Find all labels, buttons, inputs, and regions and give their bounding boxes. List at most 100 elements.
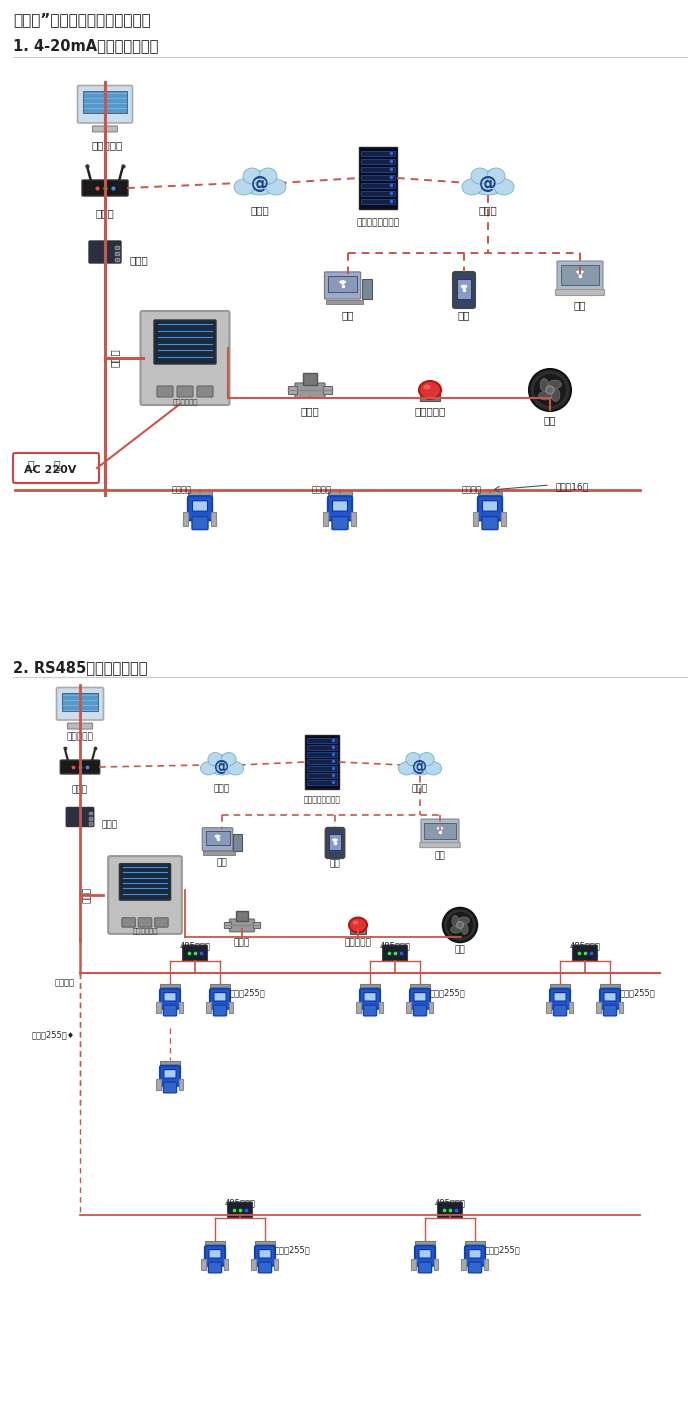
FancyBboxPatch shape: [363, 1005, 377, 1016]
FancyBboxPatch shape: [177, 386, 193, 397]
FancyBboxPatch shape: [465, 1245, 485, 1266]
Ellipse shape: [208, 753, 223, 765]
Text: 安帕尔网络服务器: 安帕尔网络服务器: [356, 218, 400, 227]
Text: 电脑: 电脑: [342, 310, 354, 319]
FancyBboxPatch shape: [419, 1249, 431, 1258]
FancyBboxPatch shape: [482, 516, 498, 529]
FancyBboxPatch shape: [164, 1069, 176, 1078]
Bar: [329, 834, 341, 850]
FancyBboxPatch shape: [66, 808, 94, 826]
Bar: [288, 386, 297, 394]
Text: @: @: [479, 174, 497, 193]
Bar: [210, 985, 230, 992]
FancyBboxPatch shape: [556, 290, 605, 295]
FancyBboxPatch shape: [554, 1005, 566, 1016]
Bar: [88, 812, 92, 815]
Text: 声光报警器: 声光报警器: [414, 407, 446, 416]
FancyBboxPatch shape: [382, 946, 407, 961]
Bar: [600, 985, 620, 992]
FancyBboxPatch shape: [469, 1249, 481, 1258]
Bar: [183, 512, 188, 526]
FancyBboxPatch shape: [332, 501, 347, 511]
Bar: [360, 985, 380, 992]
Text: ＋: ＋: [53, 461, 60, 471]
Circle shape: [443, 908, 477, 943]
FancyBboxPatch shape: [122, 917, 135, 927]
Bar: [501, 512, 506, 526]
Bar: [115, 252, 119, 255]
Text: 单机版电脑: 单机版电脑: [92, 141, 122, 151]
Bar: [237, 912, 248, 922]
FancyBboxPatch shape: [160, 989, 180, 1009]
Bar: [619, 1002, 623, 1013]
Bar: [361, 159, 395, 165]
FancyBboxPatch shape: [192, 516, 208, 529]
Ellipse shape: [470, 172, 506, 196]
FancyBboxPatch shape: [57, 688, 104, 720]
FancyBboxPatch shape: [573, 946, 598, 961]
Bar: [596, 1002, 601, 1013]
FancyBboxPatch shape: [163, 1082, 176, 1093]
Ellipse shape: [242, 172, 278, 196]
Circle shape: [546, 386, 554, 394]
Ellipse shape: [425, 761, 442, 775]
Ellipse shape: [549, 380, 561, 388]
Text: 声光报警器: 声光报警器: [344, 938, 372, 947]
Ellipse shape: [234, 179, 254, 196]
Bar: [305, 734, 339, 789]
FancyBboxPatch shape: [214, 992, 226, 1000]
Bar: [303, 373, 317, 386]
Bar: [206, 832, 230, 844]
FancyBboxPatch shape: [163, 1005, 176, 1016]
FancyBboxPatch shape: [295, 383, 325, 398]
Ellipse shape: [266, 179, 286, 196]
Bar: [62, 694, 98, 711]
Bar: [188, 491, 213, 499]
FancyBboxPatch shape: [13, 453, 99, 483]
Bar: [415, 1241, 435, 1249]
FancyBboxPatch shape: [120, 864, 171, 900]
Text: @: @: [412, 758, 428, 774]
Ellipse shape: [405, 756, 435, 775]
FancyBboxPatch shape: [258, 1262, 272, 1273]
Ellipse shape: [349, 917, 367, 933]
FancyBboxPatch shape: [210, 989, 230, 1009]
Text: －: －: [27, 461, 34, 471]
Text: 手机: 手机: [330, 860, 340, 868]
Bar: [379, 1002, 383, 1013]
Text: 互联网: 互联网: [479, 205, 498, 215]
Text: 可连接255台: 可连接255台: [620, 988, 656, 998]
Text: 单机版电脑: 单机版电脑: [66, 732, 93, 741]
Bar: [428, 1002, 433, 1013]
Bar: [328, 491, 353, 499]
Text: 机气猫”系列带显示固定式检测仪: 机气猫”系列带显示固定式检测仪: [13, 13, 151, 27]
Text: 电磁阀: 电磁阀: [234, 938, 250, 947]
Text: 485中继器: 485中继器: [379, 941, 410, 950]
FancyBboxPatch shape: [141, 311, 230, 405]
Text: 风机: 风机: [454, 946, 466, 954]
FancyBboxPatch shape: [550, 989, 570, 1009]
Bar: [224, 1259, 228, 1271]
Text: 互联网: 互联网: [214, 784, 230, 794]
Text: 信号输出: 信号输出: [312, 485, 332, 494]
Ellipse shape: [406, 753, 421, 765]
Bar: [253, 922, 260, 929]
FancyBboxPatch shape: [209, 1262, 222, 1273]
Bar: [547, 1002, 551, 1013]
FancyBboxPatch shape: [154, 319, 216, 364]
Bar: [307, 781, 337, 785]
Bar: [211, 512, 216, 526]
Bar: [359, 146, 397, 210]
Text: 485中继器: 485中继器: [225, 1197, 256, 1207]
Text: 手机: 手机: [458, 310, 470, 319]
FancyBboxPatch shape: [89, 241, 121, 263]
Bar: [351, 512, 356, 526]
Text: 终端: 终端: [435, 851, 445, 860]
Bar: [307, 760, 337, 764]
Bar: [328, 276, 357, 291]
Bar: [307, 774, 337, 778]
Ellipse shape: [419, 753, 434, 765]
Bar: [477, 491, 503, 499]
Ellipse shape: [458, 917, 470, 924]
FancyBboxPatch shape: [209, 1249, 221, 1258]
